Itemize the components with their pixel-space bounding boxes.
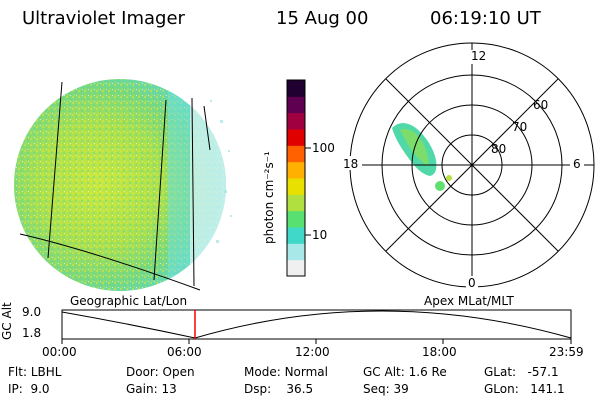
- x-tick-label: 18:00: [422, 345, 457, 359]
- apex-caption: Apex MLat/MLT: [424, 294, 514, 308]
- x-tick-label: 00:00: [42, 345, 77, 359]
- colorbar-segment: [287, 80, 305, 97]
- glat-field: GLat: -57.1: [484, 365, 559, 379]
- colorbar: [286, 79, 311, 277]
- colorbar-segment: [287, 129, 305, 146]
- gc-alt-axis-label: GC Alt: [0, 302, 14, 340]
- earth-image: [14, 79, 232, 291]
- flt-value: LBHL: [30, 365, 62, 379]
- dsp-label: Dsp:: [244, 382, 272, 396]
- gcalt-label: GC Alt:: [363, 365, 405, 379]
- x-tick-label: 12:00: [295, 345, 330, 359]
- ip-label: IP:: [8, 382, 23, 396]
- mode-field: Mode: Normal: [244, 365, 328, 379]
- label-bg: [340, 156, 362, 170]
- colorbar-tick-label: 100: [312, 141, 335, 155]
- colorbar-segment: [287, 259, 305, 277]
- colorbar-frame: [286, 79, 306, 277]
- seq-field: Seq: 39: [363, 382, 409, 396]
- gain-value: 13: [161, 382, 177, 396]
- mode-label: Mode:: [244, 365, 281, 379]
- gain-field: Gain: 13: [126, 382, 177, 396]
- mlt-diagonal: [385, 78, 559, 252]
- colorbar-segment: [287, 194, 305, 212]
- instrument-title: Ultraviolet Imager: [22, 8, 185, 29]
- dsp-value: 36.5: [286, 382, 314, 396]
- off-limb-noise: [210, 100, 232, 243]
- x-tick-label: 06:00: [167, 345, 202, 359]
- colorbar-segment: [287, 96, 305, 114]
- lat-label: 70: [512, 120, 528, 134]
- meridian-line: [203, 105, 211, 151]
- glat-label: GLat:: [484, 365, 517, 379]
- label-bg: [570, 156, 584, 170]
- glon-value: 141.1: [530, 382, 565, 396]
- seq-label: Seq:: [363, 382, 390, 396]
- gain-label: Gain:: [126, 382, 158, 396]
- gcalt-value: 1.6 Re: [408, 365, 447, 379]
- ip-value: 9.0: [30, 382, 50, 396]
- aurora-patch: [446, 175, 452, 181]
- limb-fade: [190, 79, 226, 291]
- y-tick-label: 1.8: [22, 326, 42, 340]
- geo-grid: [19, 81, 211, 291]
- orbit-strip: [61, 309, 572, 344]
- polar-plot: [340, 42, 595, 290]
- glat-value: -57.1: [527, 365, 559, 379]
- colorbar-segment: [287, 210, 305, 228]
- lat-label: 80: [491, 142, 507, 156]
- meridian-line: [47, 81, 63, 259]
- mlt-label-dawn: 6: [573, 157, 581, 171]
- colorbar-segment: [287, 112, 305, 130]
- colorbar-segment: [287, 227, 305, 244]
- gcalt-field: GC Alt: 1.6 Re: [363, 365, 447, 379]
- ip-field: IP: 9.0: [8, 382, 50, 396]
- geographic-caption: Geographic Lat/Lon: [70, 294, 188, 308]
- mlt-label-dusk: 18: [343, 157, 359, 171]
- altitude-curve: [61, 310, 572, 339]
- colorbar-segment: [287, 243, 305, 261]
- colorbar-segment: [287, 161, 305, 179]
- door-value: Open: [162, 365, 195, 379]
- door-field: Door: Open: [126, 365, 195, 379]
- mlt-label-midnight: 0: [468, 276, 476, 290]
- flt-label: Flt:: [8, 365, 27, 379]
- meridian-line: [191, 97, 195, 287]
- door-label: Door:: [126, 365, 159, 379]
- colorbar-segment: [287, 178, 305, 195]
- y-tick-label: 9.0: [22, 305, 42, 319]
- label-bg: [466, 276, 478, 290]
- parallel-line: [19, 233, 201, 291]
- dsp-field: Dsp: 36.5: [244, 382, 313, 396]
- label-bg: [468, 50, 486, 64]
- observation-date: 15 Aug 00: [276, 8, 369, 29]
- mlt-label-noon: 12: [471, 49, 487, 63]
- glon-label: GLon:: [484, 382, 519, 396]
- meridian-line: [153, 99, 167, 281]
- colorbar-tick-label: 10: [312, 228, 328, 242]
- aurora-patch: [435, 181, 445, 191]
- observation-time: 06:19:10 UT: [430, 8, 541, 29]
- x-tick-label: 23:59: [549, 345, 584, 359]
- glon-field: GLon: 141.1: [484, 382, 565, 396]
- colorbar-unit-label: photon cm⁻²s⁻¹: [262, 151, 276, 244]
- lat-label: 60: [533, 98, 549, 112]
- seq-value: 39: [393, 382, 409, 396]
- mode-value: Normal: [284, 365, 328, 379]
- flt-field: Flt: LBHL: [8, 365, 61, 379]
- colorbar-segment: [287, 145, 305, 163]
